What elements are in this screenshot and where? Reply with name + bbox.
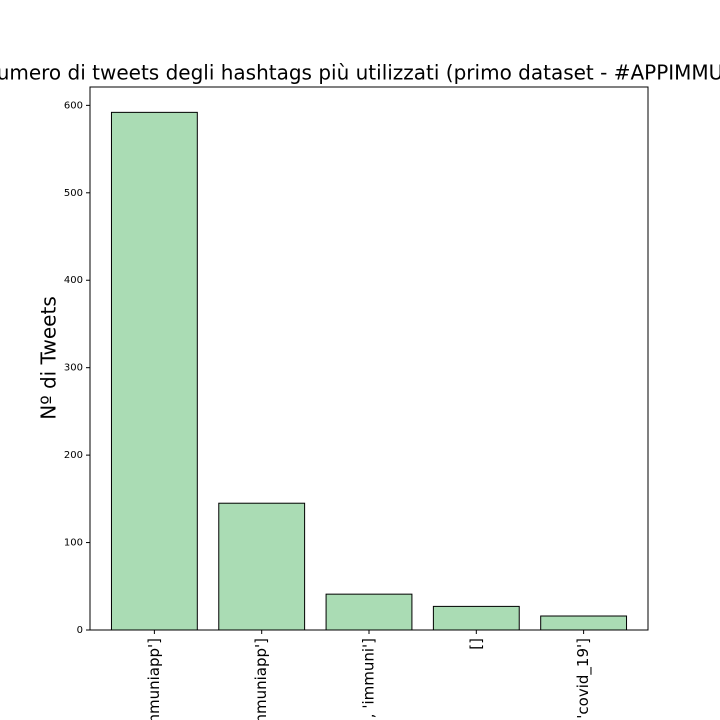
bar	[432, 605, 520, 631]
x-tick-label: , 'immuni']	[360, 638, 378, 718]
bar	[110, 111, 198, 631]
x-tick-label: mmuniapp']	[145, 638, 163, 720]
x-tick-label: []	[467, 638, 485, 650]
bar	[540, 615, 628, 631]
x-tick-label: 'covid_19']	[574, 638, 593, 719]
y-tick-label: 0	[77, 625, 83, 636]
y-axis-label: Nº di Tweets	[37, 296, 61, 420]
y-tick-label: 200	[64, 450, 83, 461]
y-tick-label: 600	[64, 100, 83, 111]
chart-title: umero di tweets degli hashtags più utili…	[0, 61, 720, 85]
bar	[325, 593, 413, 631]
x-tick-label: mmuniapp']	[252, 638, 270, 720]
y-tick-label: 100	[64, 538, 83, 549]
plot-frame	[89, 86, 649, 631]
y-tick-label: 500	[64, 188, 83, 199]
y-tick-label: 300	[64, 363, 83, 374]
bar	[218, 502, 306, 631]
y-tick-label: 400	[64, 275, 83, 286]
